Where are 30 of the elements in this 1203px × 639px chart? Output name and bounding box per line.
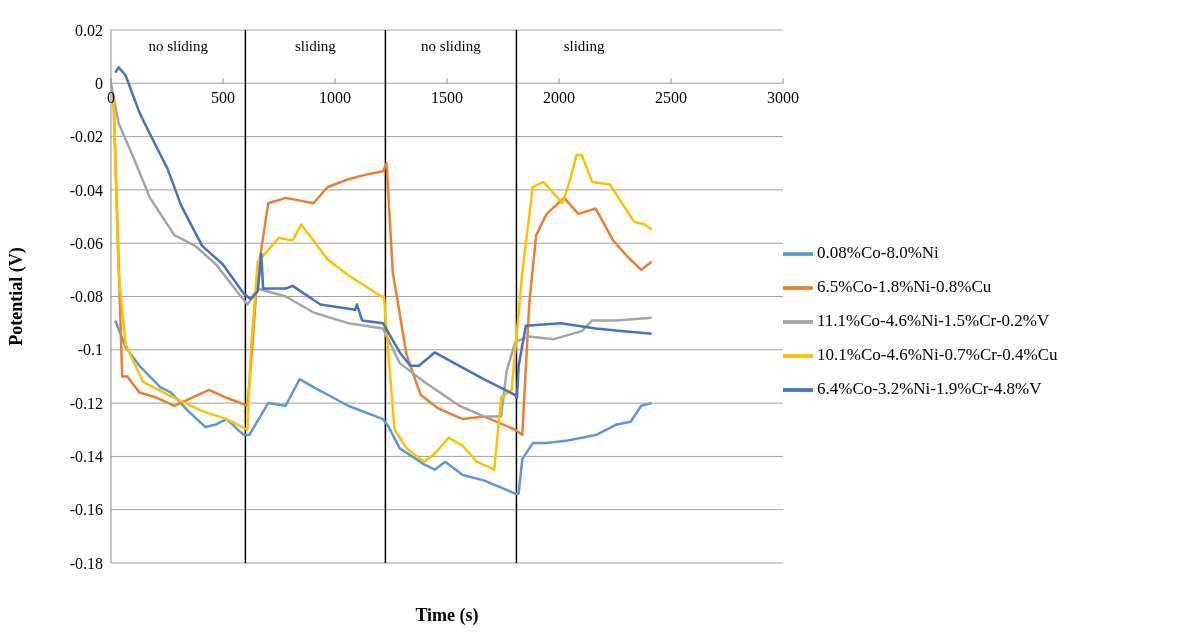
legend-label: 6.4%Co-3.2%Ni-1.9%Cr-4.8%V	[817, 378, 1042, 398]
x-axis-title: Time (s)	[415, 605, 479, 626]
x-tick-label: 1000	[319, 89, 351, 107]
line-series	[114, 319, 653, 495]
legend-label: 11.1%Co-4.6%Ni-1.5%Cr-0.2%V	[817, 310, 1050, 330]
y-tick-label: -0.06	[69, 234, 103, 252]
y-tick-label: -0.04	[69, 181, 103, 199]
legend-label: 0.08%Co-8.0%Ni	[817, 242, 939, 262]
legend-label: 10.1%Co-4.6%Ni-0.7%Cr-0.4%Cu	[817, 344, 1058, 364]
legend-label: 6.5%Co-1.8%Ni-0.8%Cu	[817, 276, 992, 296]
y-tick-label: -0.02	[69, 128, 103, 146]
y-tick-label: -0.14	[69, 448, 103, 466]
y-tick-label: 0	[95, 74, 103, 92]
annotation: sliding	[563, 37, 606, 54]
x-tick-label: 1500	[431, 89, 463, 107]
annotation: sliding	[294, 37, 337, 54]
y-tick-label: -0.16	[69, 501, 103, 519]
y-tick-label: 0.02	[75, 21, 103, 39]
annotation: no sliding	[421, 37, 482, 54]
x-tick-label: 2000	[543, 89, 575, 107]
y-tick-label: -0.1	[77, 341, 103, 359]
y-tick-label: -0.18	[69, 554, 103, 572]
x-tick-label: 500	[211, 89, 235, 107]
x-tick-label: 2500	[655, 89, 687, 107]
y-tick-label: -0.08	[69, 288, 103, 306]
x-tick-label: 0	[107, 89, 115, 107]
y-axis-title: Potential (V)	[6, 247, 28, 346]
x-tick-label: 3000	[767, 89, 799, 107]
annotation: no sliding	[148, 37, 209, 54]
y-tick-label: -0.12	[69, 394, 103, 412]
